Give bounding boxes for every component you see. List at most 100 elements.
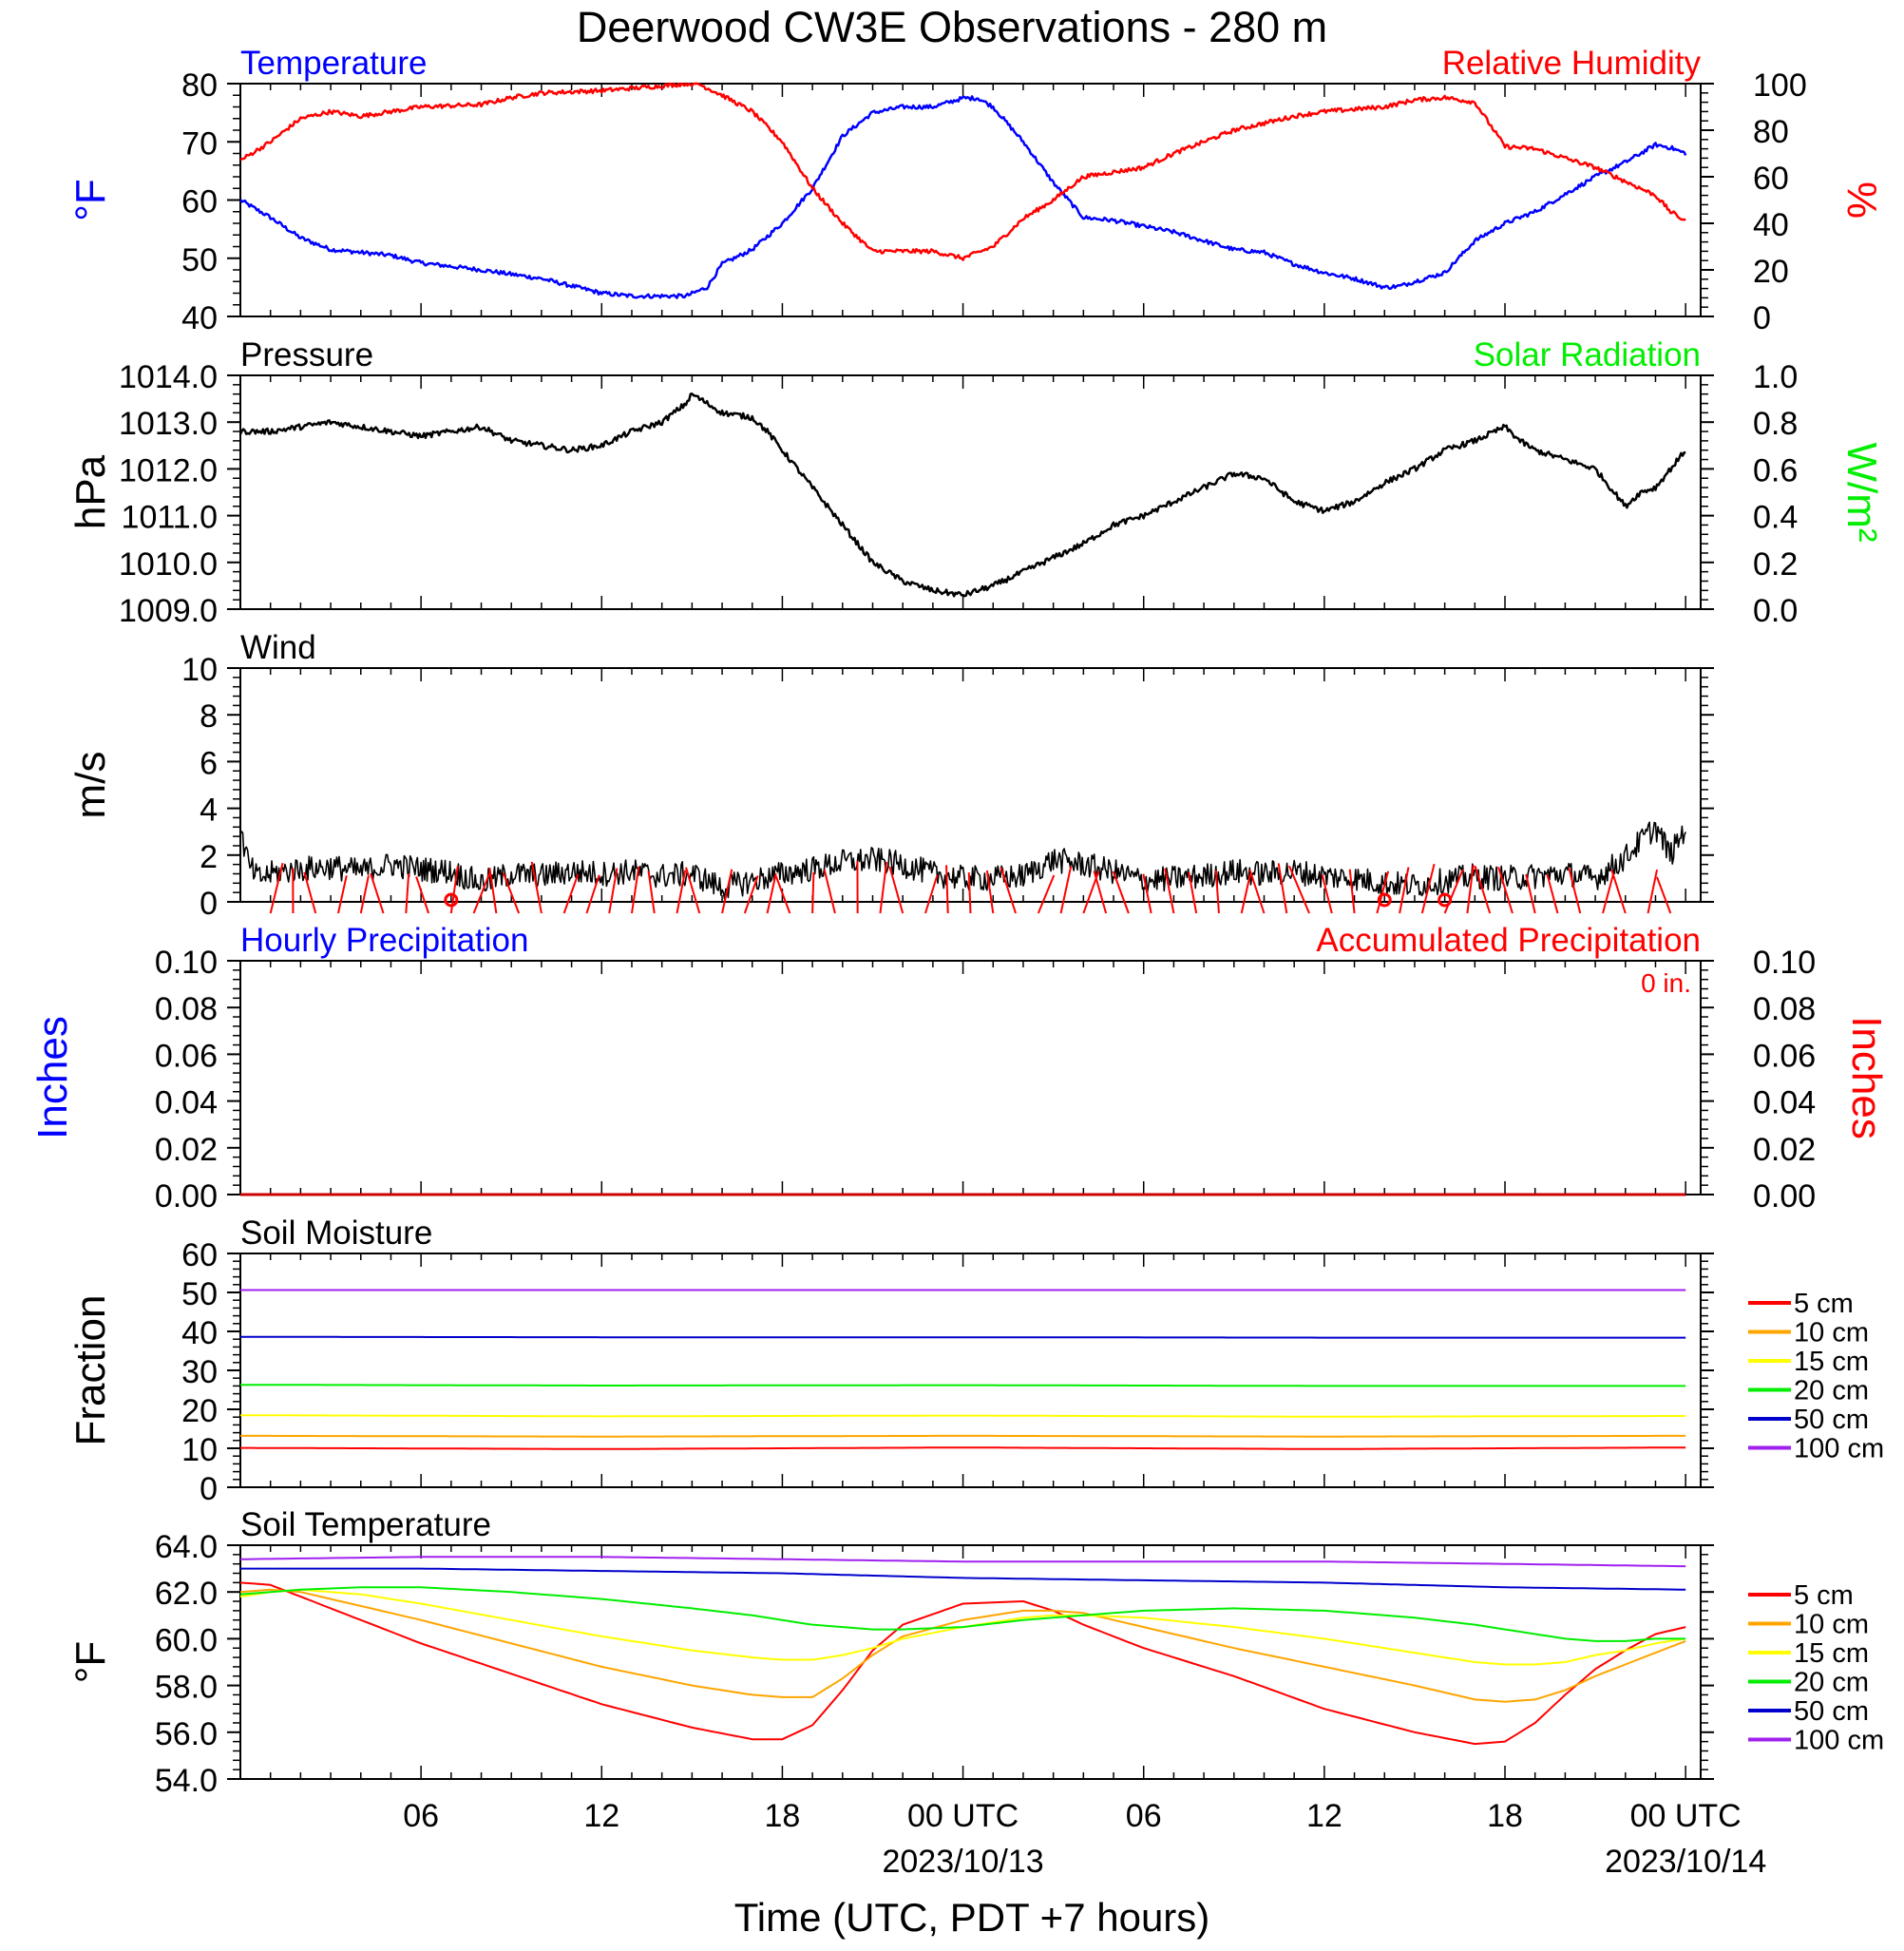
wind-barb — [1647, 869, 1658, 914]
y2-tick-label: 0.02 — [1753, 1132, 1816, 1168]
wind-barb — [1321, 873, 1333, 914]
wind-barb — [945, 865, 949, 914]
wind-barb — [1466, 865, 1475, 914]
wind-barb — [1497, 867, 1514, 914]
x-axis-title: Time (UTC, PDT +7 hours) — [734, 1895, 1210, 1940]
wind-barb — [1164, 868, 1175, 914]
wind-barb — [630, 866, 640, 914]
y-axis-unit-left: °F — [67, 1641, 114, 1683]
x-date-label: 2023/10/14 — [1605, 1844, 1766, 1880]
x-tick-label: 06 — [403, 1798, 439, 1834]
wind-barb — [823, 869, 836, 914]
legend-label: 10 cm — [1794, 1318, 1869, 1348]
y2-tick-label: 0.0 — [1753, 593, 1798, 629]
panel-title-left: Pressure — [240, 336, 373, 373]
wind-barb — [415, 876, 430, 914]
panel-frame — [239, 667, 1702, 903]
chart-title: Deerwood CW3E Observations - 280 m — [577, 3, 1327, 51]
panel-title-right: Relative Humidity — [1442, 45, 1702, 82]
x-tick-label: 00 UTC — [1630, 1798, 1742, 1834]
series-line-pressure — [240, 392, 1686, 598]
series-line-temperature — [240, 95, 1687, 299]
panel-frame — [239, 1544, 1702, 1780]
y-tick-label: 40 — [181, 300, 218, 336]
y2-tick-label: 0.00 — [1753, 1178, 1816, 1215]
wind-barb — [967, 872, 972, 914]
y-tick-label: 0.00 — [155, 1178, 218, 1215]
y-tick-label: 10 — [181, 1432, 218, 1468]
y-tick-label: 0 — [200, 1471, 218, 1507]
wind-barb — [685, 867, 701, 914]
y2-tick-label: 0.8 — [1753, 406, 1798, 442]
wind-barb — [1399, 867, 1410, 914]
series-line-50-cm — [240, 1335, 1686, 1339]
wind-barb — [337, 875, 348, 914]
wind-barb — [676, 870, 687, 914]
series-group — [240, 392, 1686, 598]
wind-barb — [811, 872, 815, 914]
y-tick-label: 6 — [200, 745, 218, 781]
wind-barb — [405, 873, 410, 914]
y2-tick-label: 0.08 — [1753, 991, 1816, 1027]
x-date-label: 2023/10/13 — [882, 1844, 1043, 1880]
y2-tick-label: 0.06 — [1753, 1038, 1816, 1074]
y2-tick-label: 0.10 — [1753, 945, 1816, 981]
legend-label: 5 cm — [1794, 1580, 1854, 1611]
y-tick-label: 60.0 — [155, 1622, 218, 1658]
time-axis: 06 12 18 00 UTC 06 12 18 00 UTC 2023/10/13 2023/1… — [403, 1798, 1766, 1880]
x-tick-label: 12 — [583, 1798, 619, 1834]
wind-barb — [1474, 865, 1492, 914]
wind-barb — [608, 868, 619, 914]
y2-tick-label: 80 — [1753, 114, 1789, 150]
legend-label: 5 cm — [1794, 1289, 1854, 1319]
wind-barb — [774, 875, 791, 914]
series-line-relative-humidity — [240, 82, 1686, 261]
x-tick-label: 06 — [1126, 1798, 1162, 1834]
y-tick-label: 0.04 — [155, 1085, 218, 1121]
panel-frame — [239, 374, 1702, 610]
wind-barb — [303, 871, 317, 914]
y-tick-label: 1014.0 — [119, 359, 218, 395]
panel-title-left: Soil Moisture — [240, 1215, 432, 1252]
wind-barb — [924, 874, 939, 914]
y2-tick-label: 0.4 — [1753, 500, 1798, 536]
y2-tick-label: 0.2 — [1753, 546, 1798, 583]
series-line-5-cm — [240, 1581, 1686, 1746]
y-tick-label: 4 — [200, 793, 218, 829]
wind-barb — [359, 875, 370, 914]
y2-tick-label: 0 — [1753, 300, 1771, 336]
series-group — [240, 82, 1687, 299]
wind-barb — [1348, 869, 1356, 914]
x-tick-label: 00 UTC — [907, 1798, 1019, 1834]
series-line-20-cm — [240, 1384, 1686, 1387]
y2-tick-label: 100 — [1753, 67, 1807, 104]
y-tick-label: 54.0 — [155, 1763, 218, 1799]
y-tick-label: 80 — [181, 67, 218, 104]
wind-barb — [1214, 870, 1220, 914]
wind-barb — [1525, 873, 1536, 914]
y2-tick-label: 20 — [1753, 254, 1789, 290]
y-tick-label: 0.08 — [155, 991, 218, 1027]
wind-barb — [766, 872, 777, 914]
wind-barb — [743, 875, 759, 914]
calm-wind-marker — [444, 892, 459, 908]
wind-barb — [985, 870, 995, 914]
y-axis-unit-left: °F — [67, 179, 114, 220]
wind-barb — [1376, 870, 1390, 914]
y-tick-label: 1012.0 — [119, 452, 218, 488]
y2-tick-label: 40 — [1753, 207, 1789, 243]
legend-label: 50 cm — [1794, 1405, 1869, 1435]
panel-frame — [239, 83, 1702, 317]
series-line-15-cm — [240, 1414, 1686, 1418]
panel-frame — [239, 1253, 1702, 1488]
panel-precip: 0.00 0.02 0.04 0.06 0.08 0.10 0.00 0.02 0.04 0.06… — [29, 922, 1890, 1215]
y-tick-label: 2 — [200, 839, 218, 875]
legend-label: 50 cm — [1794, 1696, 1869, 1727]
y-tick-label: 0.02 — [155, 1132, 218, 1168]
legend-label: 100 cm — [1794, 1434, 1884, 1464]
y-axis-unit-left: Inches — [29, 1016, 76, 1139]
wind-barb — [879, 861, 888, 914]
y-tick-label: 50 — [181, 242, 218, 278]
